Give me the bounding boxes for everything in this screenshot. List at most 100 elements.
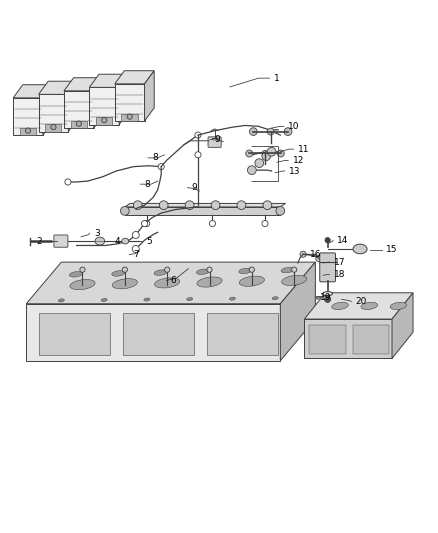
Ellipse shape [158, 164, 164, 169]
Text: 10: 10 [288, 122, 300, 131]
Text: 15: 15 [386, 245, 398, 254]
Ellipse shape [353, 244, 367, 254]
Text: 1: 1 [274, 74, 279, 83]
Ellipse shape [165, 267, 170, 272]
Ellipse shape [390, 302, 407, 310]
Text: 3: 3 [94, 229, 100, 238]
Polygon shape [89, 87, 119, 125]
Polygon shape [304, 293, 413, 319]
Ellipse shape [112, 271, 125, 276]
Ellipse shape [122, 267, 127, 272]
Ellipse shape [144, 221, 150, 227]
Polygon shape [207, 313, 278, 356]
Ellipse shape [267, 128, 274, 135]
Text: 18: 18 [334, 270, 345, 279]
Polygon shape [39, 313, 110, 356]
Ellipse shape [95, 237, 105, 245]
Ellipse shape [237, 201, 246, 209]
Polygon shape [39, 81, 78, 94]
Ellipse shape [209, 221, 215, 227]
Polygon shape [309, 325, 346, 354]
Ellipse shape [80, 267, 85, 272]
Ellipse shape [247, 166, 256, 174]
Ellipse shape [255, 159, 264, 167]
Polygon shape [94, 78, 103, 128]
Ellipse shape [316, 255, 322, 262]
Ellipse shape [144, 298, 150, 301]
Text: 9: 9 [192, 183, 198, 192]
Ellipse shape [281, 268, 294, 273]
Ellipse shape [159, 201, 168, 209]
FancyBboxPatch shape [208, 137, 221, 147]
Polygon shape [280, 262, 315, 361]
Polygon shape [20, 128, 36, 135]
Ellipse shape [332, 302, 348, 310]
Polygon shape [43, 85, 53, 135]
Text: 17: 17 [334, 257, 345, 266]
Ellipse shape [315, 296, 321, 300]
Ellipse shape [25, 128, 31, 133]
Ellipse shape [196, 269, 209, 274]
Ellipse shape [249, 267, 254, 272]
Polygon shape [13, 98, 43, 135]
Polygon shape [64, 78, 103, 91]
Polygon shape [26, 304, 280, 361]
Ellipse shape [122, 238, 129, 244]
Ellipse shape [246, 150, 253, 157]
Text: 20: 20 [356, 297, 367, 306]
Text: 8: 8 [145, 180, 150, 189]
Ellipse shape [277, 150, 284, 157]
Ellipse shape [239, 268, 252, 273]
Polygon shape [125, 204, 286, 207]
Polygon shape [115, 71, 154, 84]
Ellipse shape [195, 132, 201, 138]
Polygon shape [115, 84, 145, 121]
Text: 11: 11 [298, 144, 309, 154]
Ellipse shape [267, 147, 276, 156]
Ellipse shape [195, 152, 201, 158]
Polygon shape [26, 262, 315, 304]
Polygon shape [89, 74, 129, 87]
Polygon shape [123, 313, 194, 356]
Text: 5: 5 [147, 237, 152, 246]
Ellipse shape [263, 201, 272, 209]
Text: 12: 12 [293, 156, 304, 165]
Ellipse shape [112, 279, 138, 289]
Text: 16: 16 [310, 250, 321, 259]
Text: 14: 14 [337, 236, 349, 245]
Text: 4: 4 [115, 237, 120, 246]
Ellipse shape [262, 152, 271, 160]
Ellipse shape [197, 277, 222, 287]
Ellipse shape [262, 221, 268, 227]
Text: 19: 19 [320, 293, 331, 302]
Ellipse shape [325, 238, 330, 243]
Ellipse shape [282, 275, 307, 286]
Ellipse shape [127, 114, 132, 119]
Ellipse shape [272, 297, 278, 300]
Ellipse shape [276, 206, 285, 215]
Ellipse shape [361, 302, 378, 310]
Ellipse shape [58, 299, 64, 302]
Polygon shape [145, 71, 154, 121]
Ellipse shape [262, 150, 268, 157]
Text: 6: 6 [171, 276, 177, 285]
Ellipse shape [230, 297, 236, 300]
Ellipse shape [70, 279, 95, 289]
Ellipse shape [134, 201, 142, 209]
Ellipse shape [292, 267, 297, 272]
Polygon shape [45, 124, 61, 132]
Ellipse shape [325, 296, 331, 302]
Text: 8: 8 [152, 154, 158, 163]
Ellipse shape [300, 251, 306, 257]
Polygon shape [119, 74, 129, 125]
Text: 7: 7 [134, 250, 139, 259]
Polygon shape [392, 293, 413, 359]
FancyBboxPatch shape [54, 235, 68, 247]
Polygon shape [71, 120, 87, 128]
Polygon shape [121, 114, 138, 121]
Ellipse shape [132, 231, 139, 238]
Ellipse shape [239, 276, 265, 286]
Ellipse shape [76, 121, 81, 126]
Polygon shape [96, 117, 112, 125]
Polygon shape [64, 91, 94, 128]
